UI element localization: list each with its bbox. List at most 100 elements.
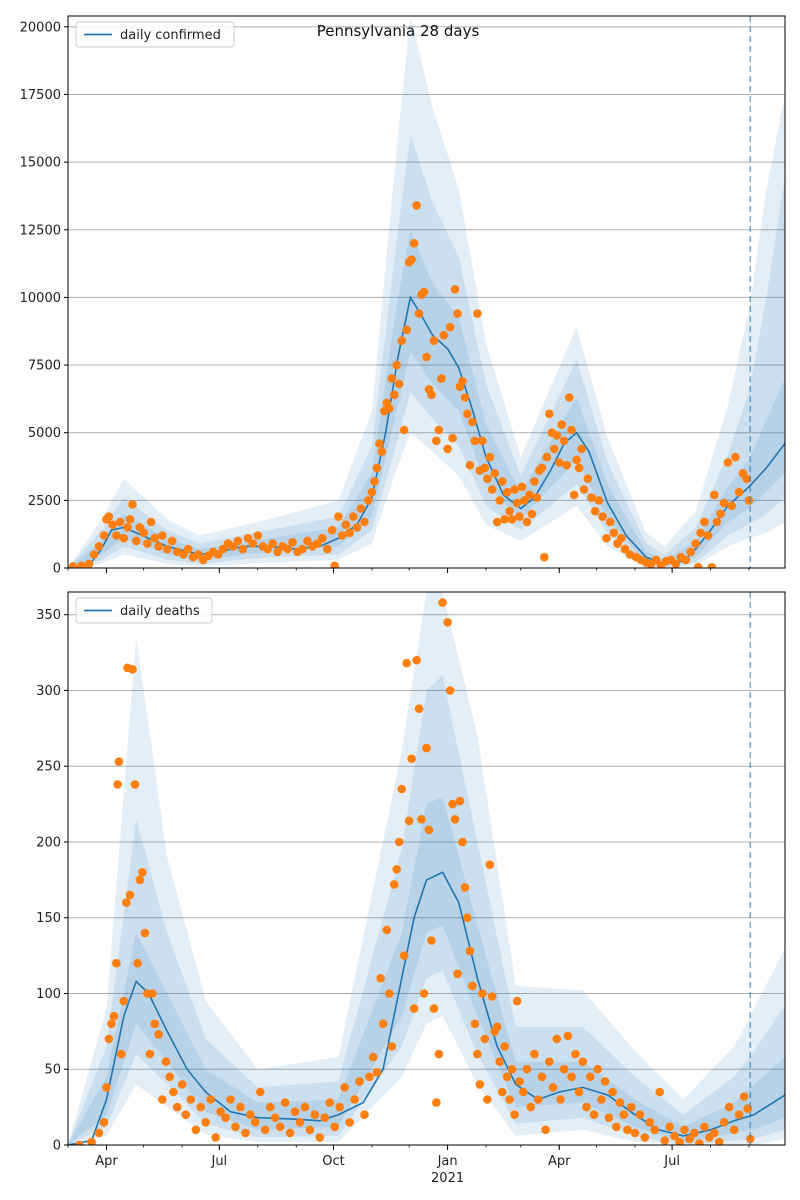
deaths-data-point <box>473 1049 482 1059</box>
deaths-data-point <box>432 1098 441 1107</box>
confirmed-data-point <box>495 496 505 505</box>
confirmed-data-point <box>419 287 429 297</box>
deaths-data-point <box>130 780 140 789</box>
confirmed-data-point <box>123 523 132 532</box>
confirmed-data-point <box>723 458 733 467</box>
confirmed-data-point <box>590 506 600 516</box>
deaths-data-point <box>158 1095 167 1104</box>
confirmed-data-point <box>512 498 522 508</box>
confirmed-ytick-label: 5000 <box>28 426 61 441</box>
confirmed-data-point <box>439 331 449 340</box>
confirmed-data-point <box>742 474 751 484</box>
confirmed-data-point <box>583 474 593 484</box>
deaths-data-point <box>387 1042 397 1051</box>
confirmed-data-point <box>108 520 117 529</box>
confirmed-data-point <box>719 498 729 508</box>
deaths-data-point <box>191 1125 201 1135</box>
confirmed-band-mid <box>68 135 785 568</box>
deaths-data-point <box>695 1139 704 1145</box>
deaths-data-point <box>206 1095 215 1104</box>
confirmed-data-point <box>617 533 626 543</box>
deaths-data-point <box>310 1110 320 1119</box>
confirmed-data-point <box>318 533 327 543</box>
deaths-data-point <box>492 1022 502 1032</box>
deaths-data-point <box>537 1072 547 1082</box>
confirmed-data-point <box>154 542 163 551</box>
deaths-axes-frame <box>67 591 786 1146</box>
deaths-data-point <box>216 1107 225 1116</box>
deaths-data-point <box>515 1077 524 1086</box>
confirmed-data-point <box>412 201 421 210</box>
deaths-data-point <box>246 1110 255 1119</box>
confirmed-data-point <box>537 463 547 473</box>
deaths-data-point <box>133 958 142 968</box>
confirmed-data-point <box>450 285 460 294</box>
confirmed-data-point <box>397 336 407 346</box>
confirmed-panel: 0 2500 5000 7500 10000 12500 15000 17500 20000 da… <box>20 15 786 577</box>
confirmed-data-point <box>213 550 223 559</box>
deaths-data-point <box>739 1092 749 1101</box>
deaths-data-point <box>424 825 434 835</box>
confirmed-data-point <box>427 390 436 400</box>
deaths-data-point <box>389 880 399 889</box>
confirmed-data-point <box>363 496 373 505</box>
deaths-data-point <box>700 1122 709 1132</box>
confirmed-data-point <box>567 425 576 435</box>
confirmed-data-point <box>507 515 517 524</box>
deaths-data-point <box>417 815 426 824</box>
deaths-data-point <box>270 1113 280 1122</box>
deaths-data-point <box>475 1080 485 1089</box>
deaths-data-point <box>719 1118 729 1127</box>
deaths-data-point <box>138 868 147 877</box>
deaths-data-point <box>255 1087 265 1097</box>
deaths-panel: 0 50 100 150 200 250 300 350 Apr Jul Oct Jan 2021 Apr… <box>36 591 786 1186</box>
deaths-data-point <box>295 1118 305 1127</box>
deaths-data-point <box>715 1137 724 1145</box>
deaths-data-point <box>201 1118 210 1127</box>
deaths-data-point <box>690 1128 699 1138</box>
deaths-data-point <box>117 1049 126 1059</box>
confirmed-ytick-label: 15000 <box>20 156 61 171</box>
deaths-data-point <box>608 1087 617 1097</box>
confirmed-data-point <box>696 528 705 538</box>
confirmed-data-point <box>104 512 114 521</box>
deaths-data-point <box>630 1128 640 1138</box>
confirmed-data-point <box>492 517 502 527</box>
confirmed-data-point <box>727 501 736 511</box>
confirmed-data-point <box>448 433 457 443</box>
deaths-data-point <box>650 1125 659 1135</box>
deaths-data-point <box>154 1030 163 1039</box>
deaths-data-point <box>107 1019 116 1029</box>
confirmed-data-point <box>710 490 719 500</box>
deaths-data-point <box>434 1049 444 1059</box>
confirmed-data-point <box>468 417 477 427</box>
confirmed-data-point <box>564 393 574 402</box>
confirmed-data-point <box>268 539 278 548</box>
confirmed-data-point <box>609 528 619 538</box>
deaths-data-point <box>140 928 150 938</box>
confirmed-data-point <box>143 539 152 548</box>
deaths-data-point <box>438 598 447 607</box>
deaths-data-point <box>360 1110 369 1119</box>
deaths-data-point <box>372 1068 382 1077</box>
deaths-legend-box <box>75 597 213 624</box>
deaths-data-point <box>670 1131 679 1141</box>
deaths-data-point <box>483 1095 492 1104</box>
deaths-band-outer <box>68 592 785 1145</box>
deaths-data-point <box>196 1102 205 1112</box>
deaths-data-point <box>604 1113 614 1122</box>
confirmed-data-point <box>445 322 455 332</box>
deaths-data-point <box>145 1049 155 1059</box>
deaths-data-point <box>655 1087 664 1097</box>
deaths-data-point <box>675 1137 684 1145</box>
confirmed-data-point <box>167 536 177 546</box>
deaths-data-point <box>512 996 522 1006</box>
confirmed-data-point <box>146 517 156 527</box>
deaths-data-point <box>119 996 129 1006</box>
deaths-data-point <box>526 1102 535 1112</box>
confirmed-data-point <box>68 562 78 568</box>
deaths-data-point <box>99 1118 109 1127</box>
deaths-data-point <box>125 890 135 900</box>
confirmed-data-point <box>557 420 566 429</box>
confirmed-data-point <box>693 562 703 568</box>
